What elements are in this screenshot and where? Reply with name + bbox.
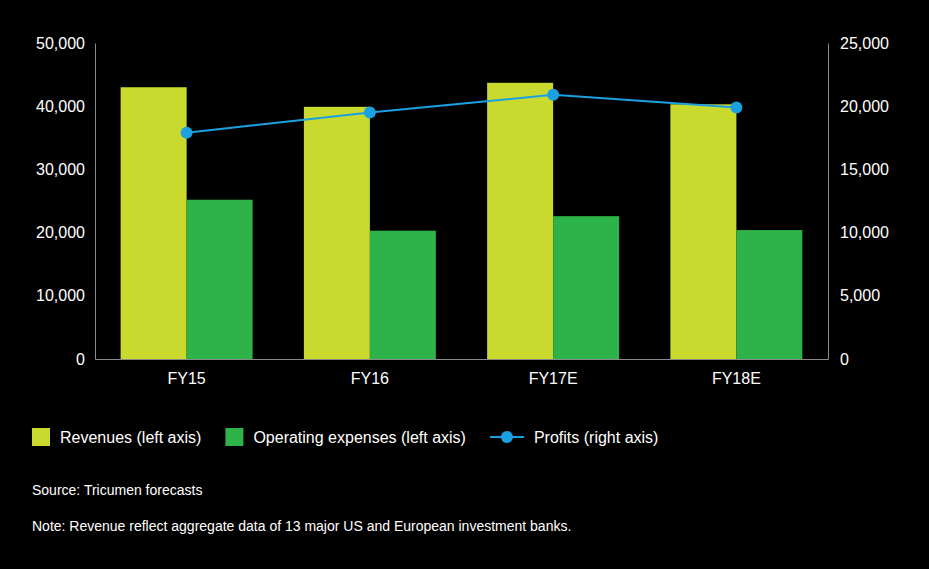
tick: 10,000 [36,287,95,304]
tick: 5,000 [828,287,880,304]
y2-axis: 0 5,000 10,000 15,000 20,000 25,000 [828,35,889,368]
tick-label: 0 [76,351,85,368]
tick-label: 10,000 [840,224,889,241]
tick: FY17E [529,359,578,387]
tick: FY18E [712,359,761,387]
tick-label: 30,000 [36,161,85,178]
tick-label: 20,000 [840,98,889,115]
x-axis: FY15 FY16 FY17E FY18E [96,359,829,387]
tick: 10,000 [828,224,889,241]
background [0,0,929,569]
chart: 0 10,000 20,000 30,000 40,000 50,000 0 5,000 10,… [0,0,929,569]
bar [370,231,436,359]
tick-label: 50,000 [36,35,85,52]
tick: 20,000 [36,224,95,241]
tick-label: 20,000 [36,224,85,241]
tick: FY16 [351,359,389,387]
bar-series [121,83,737,359]
bar [304,107,370,359]
legend-label: Profits (right axis) [534,429,658,446]
line-area [181,89,743,139]
tick-label: 40,000 [36,98,85,115]
annotation: Note: Revenue reflect aggregate data of … [32,518,571,534]
axis-line [828,44,829,360]
bar-series [187,200,803,359]
tick-label: 5,000 [840,287,880,304]
tick-label: 10,000 [36,287,85,304]
marker [730,101,742,113]
line [187,95,737,133]
tick: 50,000 [36,35,95,52]
bar [187,200,253,359]
tick: 25,000 [828,35,889,52]
tick: 20,000 [828,98,889,115]
tick: 0 [828,351,849,368]
tick-label: FY18E [712,370,761,387]
plot-area [121,83,803,359]
axis-line [96,359,829,360]
tick: 0 [76,351,95,368]
tick-label: FY16 [351,370,389,387]
legend-label: Revenues (left axis) [60,429,201,446]
tick: 15,000 [828,161,889,178]
tick: 40,000 [36,98,95,115]
bar [736,230,802,359]
marker [547,89,559,101]
legend-item: Profits (right axis) [490,429,658,446]
bar [487,83,553,359]
tick-label: FY17E [529,370,578,387]
tick: 30,000 [36,161,95,178]
annotation: Source: Tricumen forecasts [32,482,202,498]
marker [364,107,376,119]
tick-label: 15,000 [840,161,889,178]
bar [670,104,736,359]
legend-item: Revenues (left axis) [32,428,201,446]
tick: FY15 [168,359,206,387]
bar [553,216,619,359]
marker [181,127,193,139]
tick-label: 25,000 [840,35,889,52]
legend-swatch [225,428,243,446]
legend-item: Operating expenses (left axis) [225,428,466,446]
axis-line [95,44,96,360]
legend-swatch [32,428,50,446]
tick-label: 0 [840,351,849,368]
legend-marker [501,431,513,443]
legend-label: Operating expenses (left axis) [253,429,466,446]
y-axis: 0 10,000 20,000 30,000 40,000 50,000 [36,35,95,368]
bar [121,87,187,359]
legend: Revenues (left axis) Operating expenses (… [32,428,658,446]
tick-label: FY15 [168,370,206,387]
